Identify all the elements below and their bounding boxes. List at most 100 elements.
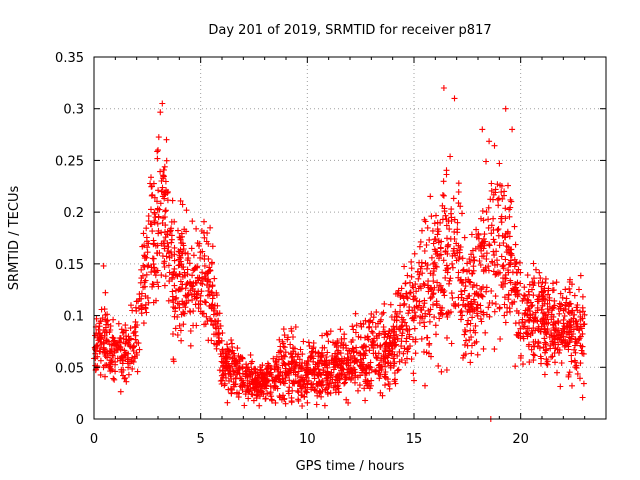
data-point <box>161 282 168 289</box>
data-point <box>151 194 158 201</box>
data-point <box>474 312 481 319</box>
data-point <box>204 318 211 324</box>
data-point <box>277 343 284 350</box>
data-point <box>279 356 286 362</box>
y-axis-label: SRMTID / TECUs <box>7 186 22 291</box>
data-point <box>475 230 482 237</box>
data-point <box>276 376 283 383</box>
data-point <box>138 266 145 273</box>
data-point <box>570 326 577 333</box>
data-point <box>183 207 190 214</box>
data-point <box>324 377 331 384</box>
data-point <box>569 382 575 389</box>
data-point <box>178 311 185 318</box>
data-point <box>359 344 365 351</box>
data-point <box>291 356 297 363</box>
data-point <box>117 388 124 395</box>
data-point <box>172 287 179 294</box>
data-point <box>151 265 158 272</box>
data-point <box>552 345 559 352</box>
data-point <box>185 297 192 304</box>
data-point <box>181 310 188 317</box>
data-point <box>205 255 212 262</box>
data-point <box>317 357 324 364</box>
data-point <box>221 382 228 389</box>
data-point <box>381 373 388 380</box>
data-point <box>337 358 344 365</box>
data-point <box>434 226 441 233</box>
data-point <box>565 373 572 380</box>
data-point <box>525 317 532 324</box>
data-point <box>177 197 184 204</box>
data-point <box>578 347 585 354</box>
data-point <box>477 315 484 322</box>
data-point <box>577 309 583 316</box>
data-point <box>511 298 518 305</box>
data-point <box>362 397 369 404</box>
data-point <box>501 188 508 195</box>
data-point <box>498 189 505 195</box>
data-point <box>561 323 568 330</box>
data-point <box>491 308 498 315</box>
data-point <box>260 391 267 398</box>
data-point <box>462 328 469 335</box>
data-point <box>373 354 380 361</box>
data-point <box>513 307 520 314</box>
data-point <box>556 310 563 317</box>
data-point <box>125 350 132 357</box>
data-point <box>176 271 183 277</box>
data-point <box>119 329 126 336</box>
data-point <box>537 328 544 335</box>
data-point <box>279 362 286 369</box>
data-point <box>507 204 514 211</box>
data-point <box>542 279 549 286</box>
data-point <box>418 335 425 342</box>
data-point <box>406 331 413 338</box>
data-point <box>217 378 224 384</box>
data-point <box>323 385 330 392</box>
data-point <box>197 249 204 256</box>
data-point <box>478 247 485 254</box>
data-point <box>539 316 546 323</box>
data-point <box>132 304 139 311</box>
data-point <box>564 341 571 348</box>
data-point <box>281 332 288 339</box>
data-point <box>140 284 147 291</box>
data-point <box>491 252 498 259</box>
data-point <box>229 355 236 362</box>
data-point <box>551 332 558 339</box>
data-point <box>549 353 556 360</box>
data-point <box>187 287 194 294</box>
data-point <box>227 385 234 392</box>
data-point <box>571 357 578 364</box>
data-point <box>377 364 384 371</box>
data-point <box>337 326 344 333</box>
data-point <box>413 288 420 295</box>
data-point <box>169 288 176 295</box>
data-point <box>511 263 518 270</box>
data-point <box>423 334 430 341</box>
data-point <box>434 279 441 286</box>
data-point <box>443 222 450 229</box>
data-point <box>486 138 493 145</box>
data-point <box>526 325 532 332</box>
data-point <box>436 283 443 290</box>
data-point <box>125 371 132 378</box>
data-point-extreme <box>159 100 166 107</box>
data-point <box>162 178 169 185</box>
data-point <box>101 349 108 356</box>
data-point <box>362 376 369 383</box>
data-point <box>163 157 170 164</box>
data-point <box>455 180 462 187</box>
data-point <box>125 364 132 371</box>
data-point <box>538 360 544 367</box>
data-point <box>245 372 251 379</box>
data-point <box>454 226 461 233</box>
data-point <box>399 330 406 337</box>
data-point <box>297 364 304 371</box>
data-point <box>396 358 403 365</box>
data-point <box>208 304 215 311</box>
data-point <box>427 295 434 302</box>
data-point <box>230 368 237 375</box>
data-point <box>384 376 391 383</box>
